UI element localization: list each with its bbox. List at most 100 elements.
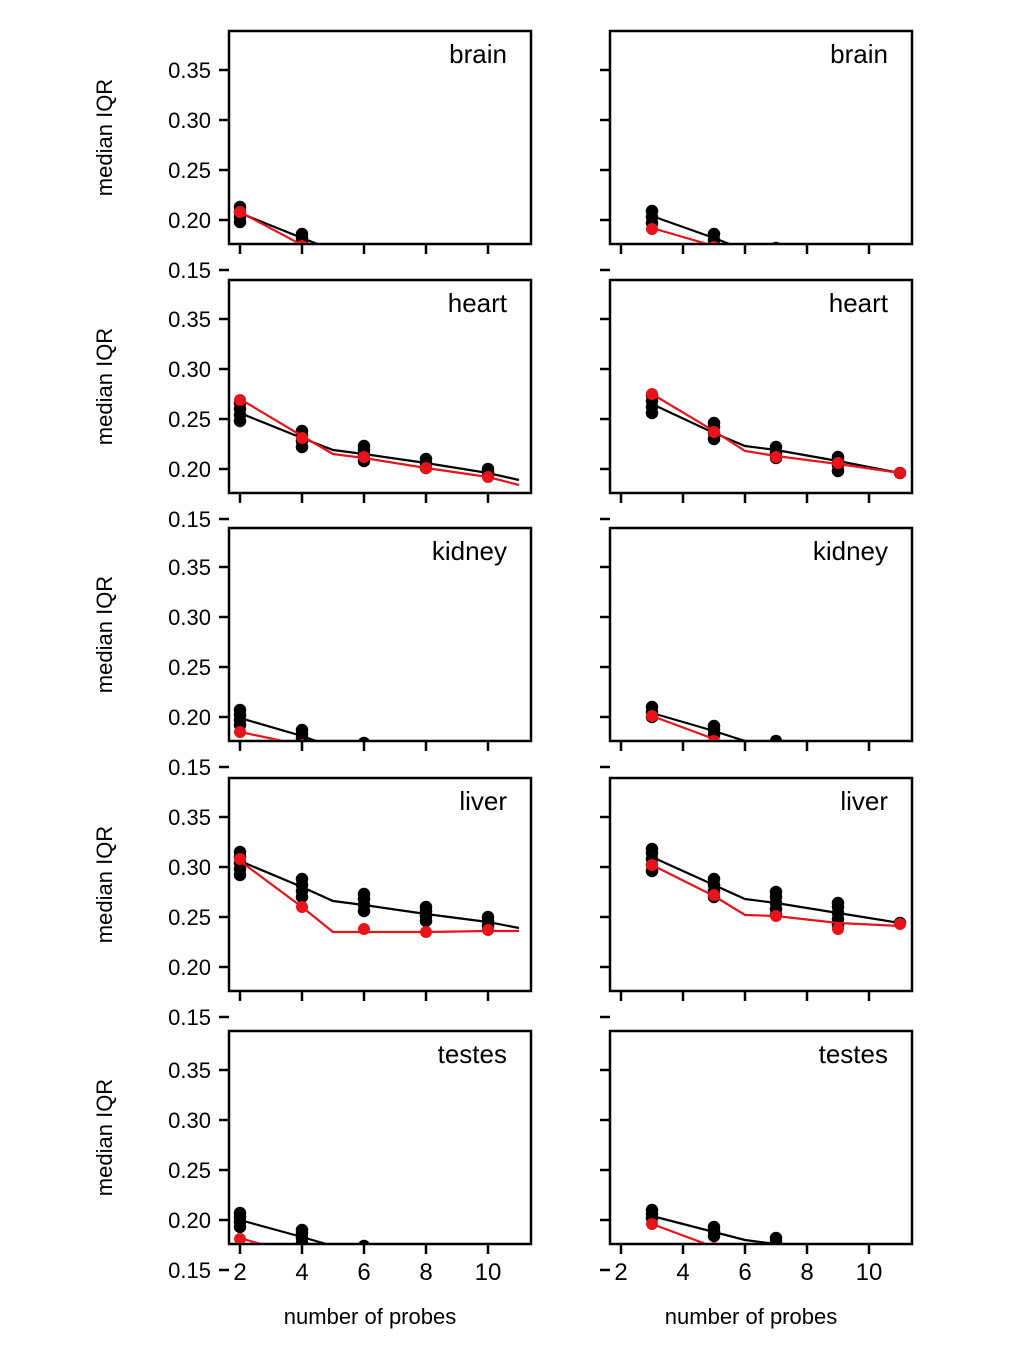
y-tick-label: 0.25 [168,905,211,930]
red-data-point [895,1256,906,1267]
y-axis-label: median IQR [92,1079,117,1196]
x-tick-label: 6 [357,1259,370,1286]
panel-left-liver: 0.15 0.20 0.25 0.30 0.35 median IQR liver [92,776,533,1030]
red-data-point [894,467,906,479]
black-data-point [359,253,370,264]
black-data-point [772,241,780,243]
y-tick-label: 0.25 [168,158,211,183]
black-data-point [358,1239,370,1243]
red-data-point [420,926,432,938]
red-data-point [895,266,906,277]
x-tick-label: 10 [475,1259,502,1286]
black-data-point [483,755,494,766]
y-tick-label: 0.30 [168,108,211,133]
black-data-point [233,1206,247,1220]
y-tick-label: 0.20 [168,457,211,482]
black-data-point [358,736,370,740]
black-data-point [769,885,783,899]
black-data-point [645,842,659,856]
y-tick-label: 0.15 [168,1005,211,1030]
black-data-point [483,759,494,770]
x-tick-label: 6 [738,1259,751,1286]
y-tick-label: 0.20 [168,955,211,980]
red-data-point [234,1233,246,1243]
red-data-point [482,924,494,936]
black-data-point [357,887,371,901]
red-data-point [771,747,782,758]
panel-title: liver [840,786,888,816]
plot-area [233,703,494,772]
plot-area [645,1203,906,1267]
red-data-point [646,1218,658,1230]
x-axis-label: number of probes [284,1304,456,1329]
red-data-point [708,889,720,901]
black-data-point [295,872,309,886]
plot-frame [227,526,533,743]
red-series-line [239,730,284,740]
black-series-line [239,716,317,740]
red-data-point [833,752,844,763]
black-data-point [769,734,783,740]
black-data-point [895,1255,906,1266]
y-tick-label: 0.30 [168,855,211,880]
red-data-point [646,223,658,235]
black-data-point [645,1203,659,1217]
red-data-point [296,432,308,444]
panel-left-kidney: 0.15 0.20 0.25 0.30 0.35 median IQR kidney [92,526,533,780]
red-data-point [234,394,246,406]
y-tick-label: 0.35 [168,1058,211,1083]
black-data-point [833,260,844,271]
red-data-point [420,462,432,474]
red-series-line [651,864,901,928]
black-data-point [769,1231,783,1243]
y-tick-label: 0.20 [168,208,211,233]
black-data-point [419,900,433,914]
plot-area [645,204,906,277]
x-tick-label: 10 [856,1259,883,1286]
black-data-point [357,439,371,453]
red-data-point [234,726,246,738]
plot-area [645,842,907,935]
plot-frame [608,776,914,993]
red-data-point [421,263,432,274]
red-data-point [708,426,720,438]
red-data-point [832,457,844,469]
x-tick-label: 2 [233,1259,246,1286]
black-series-line [239,211,318,243]
y-axis-label: median IQR [92,576,117,693]
y-tick-label: 0.30 [168,1108,211,1133]
x-tick-label: 8 [419,1259,432,1286]
panel-right-liver: liver [600,776,914,1019]
plot-frame [608,29,914,246]
red-data-point [296,901,308,913]
panel-right-kidney: kidney [600,526,914,769]
black-data-point [233,703,247,717]
black-data-point [483,269,494,280]
panel-right-brain: brain [600,29,914,277]
panel-left-brain: 0.15 0.20 0.25 0.30 0.35 median IQR brain [92,29,533,283]
panel-right-heart: heart [600,278,914,521]
red-data-point [771,1249,782,1260]
y-tick-label: 0.20 [168,705,211,730]
red-data-point [646,710,658,722]
red-data-point [296,240,308,243]
x-tick-label: 4 [676,1259,689,1286]
black-data-point [483,265,494,276]
panel-title: kidney [432,536,507,566]
red-data-point [894,918,906,930]
red-data-point [483,268,494,279]
plot-frame [227,1029,533,1246]
y-axis-label: median IQR [92,826,117,943]
red-data-point [482,471,494,483]
black-data-point [833,1245,844,1256]
plot-frame [608,526,914,743]
red-data-point [483,761,494,772]
x-tick-label: 4 [295,1259,308,1286]
red-data-point [646,859,658,871]
black-data-point [421,258,432,269]
red-data-point [646,388,658,400]
black-series-line [651,855,901,925]
plot-area [233,394,520,487]
black-data-point [833,746,844,757]
black-data-point [421,262,432,273]
